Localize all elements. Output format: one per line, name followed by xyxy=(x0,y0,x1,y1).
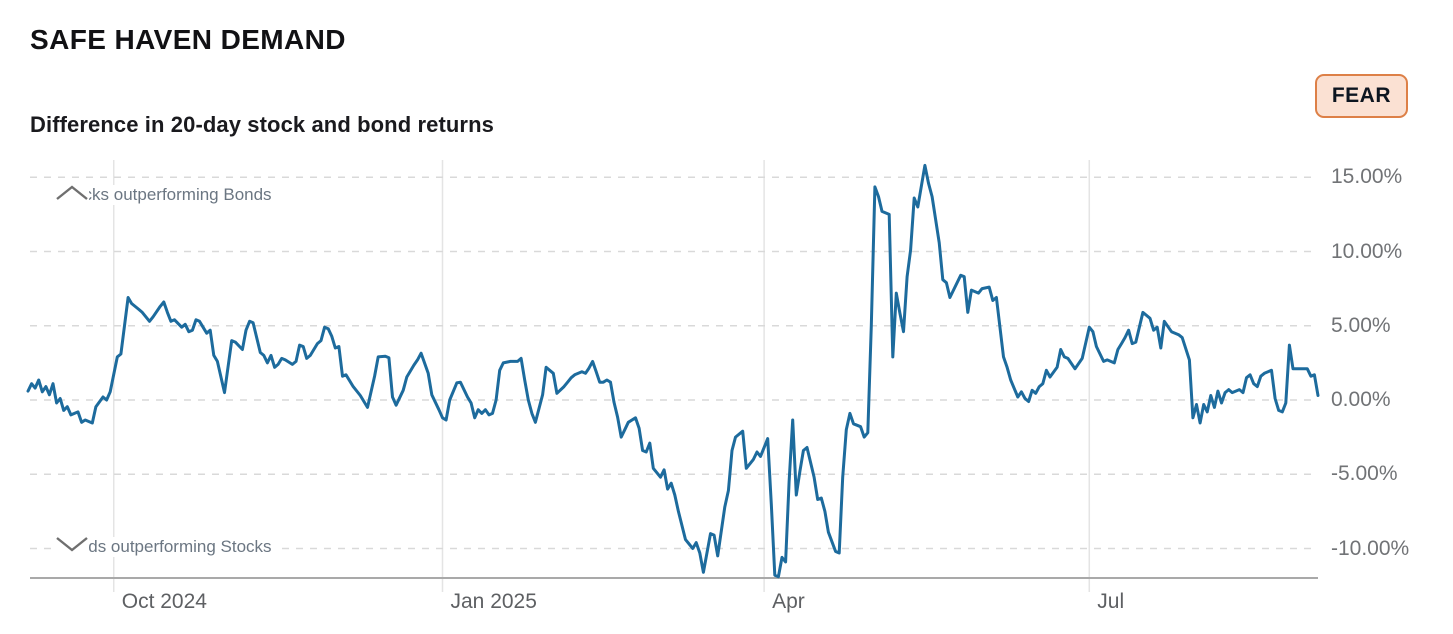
chevron-down-icon xyxy=(55,535,89,554)
y-axis-tick-label: 15.00% xyxy=(1331,165,1403,189)
x-axis-tick-label: Apr xyxy=(772,590,805,613)
annotation-bonds-outperforming-stocks: Bonds outperforming Stocks xyxy=(55,535,275,559)
y-axis-tick-label: -5.00% xyxy=(1331,462,1398,486)
annotation-label: Bonds outperforming Stocks xyxy=(55,537,275,557)
y-axis-tick-label: 10.00% xyxy=(1331,239,1403,263)
chart-subtitle: Difference in 20-day stock and bond retu… xyxy=(30,112,494,137)
x-axis-tick-label: Jul xyxy=(1097,590,1125,613)
x-axis-tick-label: Oct 2024 xyxy=(121,590,207,613)
x-axis-tick-label: Jan 2025 xyxy=(450,590,537,613)
y-axis-tick-label: -10.00% xyxy=(1331,536,1410,560)
chevron-up-icon xyxy=(55,183,89,202)
fear-status-badge: FEAR xyxy=(1314,74,1408,118)
page-title: SAFE HAVEN DEMAND xyxy=(30,24,346,55)
annotation-label: Stocks outperforming Bonds xyxy=(55,185,275,205)
y-axis-tick-label: 0.00% xyxy=(1331,388,1391,411)
y-axis-tick-label: 5.00% xyxy=(1331,313,1391,337)
annotation-stocks-outperforming-bonds: Stocks outperforming Bonds xyxy=(55,183,275,207)
